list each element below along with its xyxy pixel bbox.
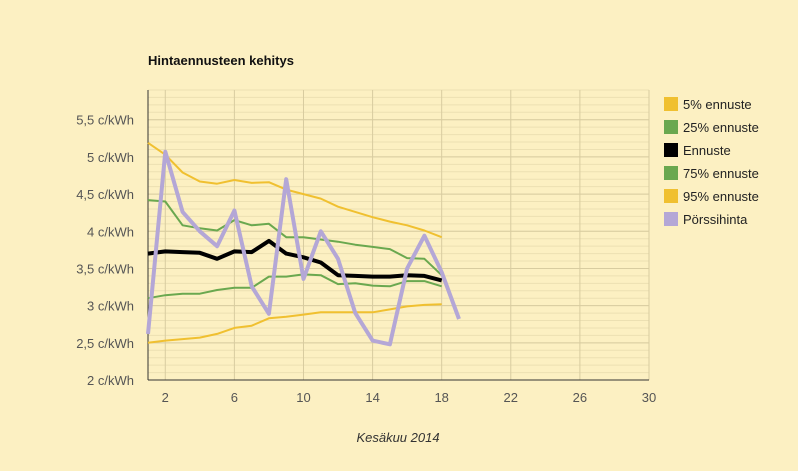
x-tick-label: 2 bbox=[162, 390, 169, 405]
y-tick-label: 2 c/kWh bbox=[87, 373, 134, 388]
legend-swatch bbox=[664, 120, 678, 134]
legend-label: 5% ennuste bbox=[683, 97, 752, 112]
legend-swatch bbox=[664, 166, 678, 180]
legend-swatch bbox=[664, 143, 678, 157]
series-line bbox=[146, 149, 461, 347]
legend-swatch bbox=[664, 189, 678, 203]
x-tick-label: 10 bbox=[296, 390, 310, 405]
y-tick-label: 3 c/kWh bbox=[87, 299, 134, 314]
x-tick-label: 26 bbox=[573, 390, 587, 405]
legend-swatch bbox=[664, 97, 678, 111]
series-lines bbox=[146, 141, 461, 347]
y-tick-label: 5,5 c/kWh bbox=[76, 113, 134, 128]
y-tick-label: 4,5 c/kWh bbox=[76, 187, 134, 202]
chart-title: Hintaennusteen kehitys bbox=[148, 53, 294, 68]
x-tick-label: 14 bbox=[365, 390, 379, 405]
y-tick-label: 3,5 c/kWh bbox=[76, 261, 134, 276]
x-axis-label: Kesäkuu 2014 bbox=[356, 430, 439, 445]
series-line bbox=[147, 238, 443, 283]
series-line bbox=[147, 303, 442, 344]
legend: 5% ennuste 25% ennuste Ennuste 75% ennuste 9… bbox=[664, 97, 759, 227]
legend-label: 75% ennuste bbox=[683, 166, 759, 181]
series-line bbox=[147, 141, 443, 239]
x-tick-label: 22 bbox=[504, 390, 518, 405]
x-tick-label: 6 bbox=[231, 390, 238, 405]
series-line bbox=[147, 273, 442, 300]
y-tick-label: 5 c/kWh bbox=[87, 150, 134, 165]
legend-label: 25% ennuste bbox=[683, 120, 759, 135]
y-tick-label: 4 c/kWh bbox=[87, 224, 134, 239]
y-tick-label: 2,5 c/kWh bbox=[76, 336, 134, 351]
legend-label: 95% ennuste bbox=[683, 189, 759, 204]
x-tick-label: 18 bbox=[434, 390, 448, 405]
legend-label: Pörssihinta bbox=[683, 212, 748, 227]
plot-area bbox=[148, 90, 649, 380]
legend-swatch bbox=[664, 212, 678, 226]
x-tick-label: 30 bbox=[642, 390, 656, 405]
legend-label: Ennuste bbox=[683, 143, 731, 158]
